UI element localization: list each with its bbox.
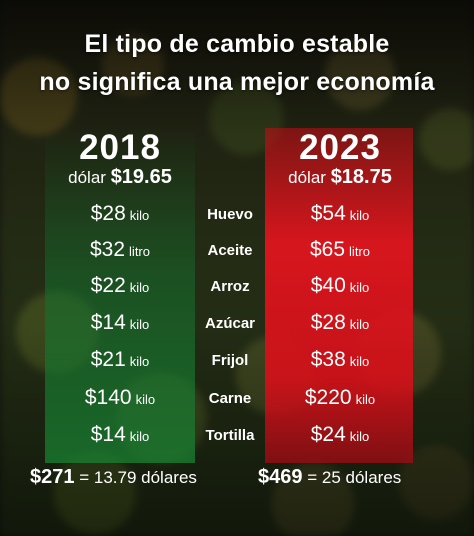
price-2023: $65 litro: [265, 238, 415, 262]
item-label: Tortilla: [205, 427, 255, 444]
price-unit: kilo: [349, 317, 370, 332]
price-2023: $40 kilo: [265, 274, 415, 298]
price-amount: $40: [310, 274, 346, 297]
year-2018: 2018: [79, 128, 161, 167]
item-label: Carne: [208, 390, 252, 407]
price-unit: kilo: [355, 392, 376, 407]
item-label: Azúcar: [204, 315, 256, 332]
price-unit: kilo: [349, 354, 370, 369]
price-unit: kilo: [349, 208, 370, 223]
price-2018: $22 kilo: [45, 274, 195, 298]
price-unit: litro: [129, 244, 150, 259]
price-amount: $140: [84, 386, 132, 409]
row-azucar: $14 kilo Azúcar $28 kilo: [0, 311, 474, 347]
dollar-label: dólar: [288, 168, 326, 187]
price-2023: $54 kilo: [265, 202, 415, 226]
price-unit: kilo: [349, 280, 370, 295]
price-2018: $140 kilo: [45, 386, 195, 410]
item-label: Huevo: [207, 206, 253, 223]
total-2023: $469 = 25 dólares: [258, 466, 401, 489]
price-amount: $28: [310, 311, 346, 334]
price-unit: kilo: [129, 354, 150, 369]
total-sum: $271: [30, 466, 75, 488]
panel-2018: [45, 128, 195, 463]
item-label: Arroz: [210, 278, 250, 295]
price-amount: $65: [310, 238, 346, 261]
row-frijol: $21 kilo Frijol $38 kilo: [0, 348, 474, 384]
dollar-value: $19.65: [110, 166, 172, 188]
price-amount: $54: [310, 202, 346, 225]
price-unit: kilo: [129, 317, 150, 332]
price-2018: $21 kilo: [45, 348, 195, 372]
row-tortilla: $14 kilo Tortilla $24 kilo: [0, 423, 474, 459]
price-2023: $28 kilo: [265, 311, 415, 335]
price-unit: kilo: [349, 429, 370, 444]
price-amount: $14: [90, 311, 126, 334]
price-unit: kilo: [135, 392, 156, 407]
total-equals: = 13.79 dólares: [79, 468, 197, 487]
price-2023: $24 kilo: [265, 423, 415, 447]
price-2023: $220 kilo: [265, 386, 415, 410]
dollar-rate-2018: dólar $19.65: [45, 166, 195, 189]
total-equals: = 25 dólares: [307, 468, 402, 487]
row-arroz: $22 kilo Arroz $40 kilo: [0, 274, 474, 310]
price-2018: $28 kilo: [45, 202, 195, 226]
total-2018: $271 = 13.79 dólares: [30, 466, 197, 489]
price-amount: $28: [90, 202, 126, 225]
dollar-value: $18.75: [330, 166, 392, 188]
price-unit: kilo: [129, 208, 150, 223]
title-line-2: no significa una mejor economía: [39, 68, 435, 96]
total-sum: $469: [258, 466, 303, 488]
price-unit: litro: [349, 244, 370, 259]
price-unit: kilo: [129, 280, 150, 295]
price-2023: $38 kilo: [265, 348, 415, 372]
price-amount: $22: [90, 274, 126, 297]
price-amount: $24: [310, 423, 346, 446]
dollar-rate-2023: dólar $18.75: [265, 166, 415, 189]
dollar-label: dólar: [68, 168, 106, 187]
price-amount: $32: [90, 238, 126, 261]
price-2018: $14 kilo: [45, 423, 195, 447]
row-aceite: $32 litro Aceite $65 litro: [0, 238, 474, 274]
price-amount: $38: [310, 348, 346, 371]
item-label: Aceite: [207, 242, 253, 259]
item-label: Frijol: [211, 352, 249, 369]
price-2018: $14 kilo: [45, 311, 195, 335]
price-amount: $220: [304, 386, 352, 409]
price-2018: $32 litro: [45, 238, 195, 262]
price-amount: $21: [90, 348, 126, 371]
row-huevo: $28 kilo Huevo $54 kilo: [0, 202, 474, 238]
price-amount: $14: [90, 423, 126, 446]
panel-2023: [265, 128, 413, 463]
year-2023: 2023: [299, 128, 381, 167]
price-unit: kilo: [129, 429, 150, 444]
row-carne: $140 kilo Carne $220 kilo: [0, 386, 474, 422]
title-line-1: El tipo de cambio estable: [84, 30, 390, 58]
